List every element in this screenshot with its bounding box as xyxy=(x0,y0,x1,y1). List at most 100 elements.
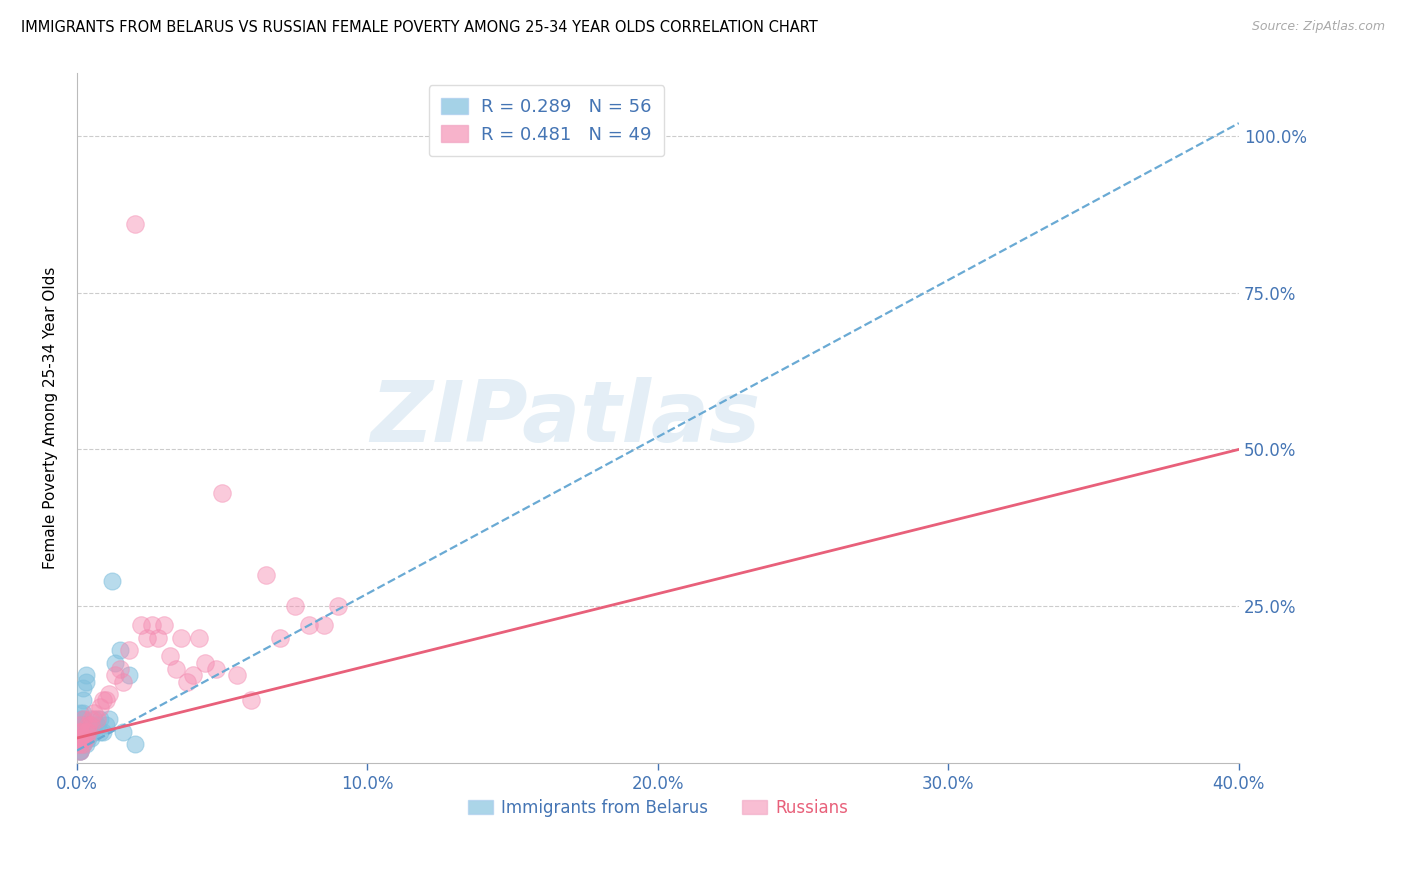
Point xyxy=(86,712,108,726)
Point xyxy=(69,743,91,757)
Point xyxy=(69,724,91,739)
Point xyxy=(110,662,132,676)
Point xyxy=(66,737,89,751)
Point xyxy=(194,656,217,670)
Point xyxy=(69,718,91,732)
Point xyxy=(75,718,97,732)
Point xyxy=(112,674,135,689)
Point xyxy=(69,706,91,720)
Point xyxy=(72,737,94,751)
Point xyxy=(69,743,91,757)
Point xyxy=(72,724,94,739)
Point xyxy=(110,643,132,657)
Point xyxy=(69,737,91,751)
Text: ZIPatlas: ZIPatlas xyxy=(370,376,761,459)
Point xyxy=(69,724,91,739)
Point xyxy=(141,618,163,632)
Point xyxy=(254,568,277,582)
Y-axis label: Female Poverty Among 25-34 Year Olds: Female Poverty Among 25-34 Year Olds xyxy=(44,267,58,569)
Point xyxy=(72,681,94,695)
Point xyxy=(165,662,187,676)
Point xyxy=(118,668,141,682)
Point xyxy=(77,718,100,732)
Point xyxy=(69,737,91,751)
Point xyxy=(69,712,91,726)
Point xyxy=(77,724,100,739)
Point xyxy=(80,731,103,745)
Point xyxy=(205,662,228,676)
Point xyxy=(69,743,91,757)
Point xyxy=(75,724,97,739)
Point xyxy=(86,718,108,732)
Point xyxy=(72,712,94,726)
Point xyxy=(104,656,127,670)
Point xyxy=(80,718,103,732)
Point xyxy=(72,693,94,707)
Point xyxy=(328,599,350,614)
Point xyxy=(72,731,94,745)
Point xyxy=(89,712,111,726)
Point xyxy=(69,724,91,739)
Point xyxy=(153,618,176,632)
Point xyxy=(298,618,321,632)
Text: IMMIGRANTS FROM BELARUS VS RUSSIAN FEMALE POVERTY AMONG 25-34 YEAR OLDS CORRELAT: IMMIGRANTS FROM BELARUS VS RUSSIAN FEMAL… xyxy=(21,20,818,35)
Point xyxy=(66,737,89,751)
Point xyxy=(135,631,157,645)
Text: Source: ZipAtlas.com: Source: ZipAtlas.com xyxy=(1251,20,1385,33)
Point xyxy=(80,718,103,732)
Point xyxy=(75,731,97,745)
Point xyxy=(97,687,120,701)
Point xyxy=(124,737,146,751)
Point xyxy=(69,731,91,745)
Point xyxy=(75,674,97,689)
Point xyxy=(69,737,91,751)
Point xyxy=(69,724,91,739)
Point xyxy=(211,486,233,500)
Point xyxy=(118,643,141,657)
Point xyxy=(91,693,114,707)
Point xyxy=(80,724,103,739)
Point xyxy=(94,718,117,732)
Legend: Immigrants from Belarus, Russians: Immigrants from Belarus, Russians xyxy=(461,792,855,824)
Point xyxy=(75,737,97,751)
Point xyxy=(69,731,91,745)
Point xyxy=(91,724,114,739)
Point xyxy=(69,731,91,745)
Point xyxy=(89,724,111,739)
Point xyxy=(176,674,198,689)
Point xyxy=(97,712,120,726)
Point xyxy=(240,693,263,707)
Point xyxy=(75,724,97,739)
Point xyxy=(148,631,170,645)
Point xyxy=(94,693,117,707)
Point xyxy=(284,599,307,614)
Point xyxy=(69,731,91,745)
Point xyxy=(72,737,94,751)
Point xyxy=(69,718,91,732)
Point xyxy=(72,718,94,732)
Point xyxy=(72,731,94,745)
Point xyxy=(83,706,105,720)
Point xyxy=(69,731,91,745)
Point xyxy=(77,731,100,745)
Point xyxy=(77,718,100,732)
Point xyxy=(72,737,94,751)
Point xyxy=(181,668,204,682)
Point xyxy=(112,724,135,739)
Point xyxy=(187,631,209,645)
Point xyxy=(72,706,94,720)
Point xyxy=(159,649,181,664)
Point xyxy=(72,724,94,739)
Point xyxy=(225,668,247,682)
Point xyxy=(69,718,91,732)
Point xyxy=(77,724,100,739)
Point xyxy=(89,699,111,714)
Point xyxy=(72,712,94,726)
Point xyxy=(80,712,103,726)
Point xyxy=(75,731,97,745)
Point xyxy=(312,618,335,632)
Point xyxy=(124,217,146,231)
Point xyxy=(83,724,105,739)
Point xyxy=(69,743,91,757)
Point xyxy=(100,574,122,589)
